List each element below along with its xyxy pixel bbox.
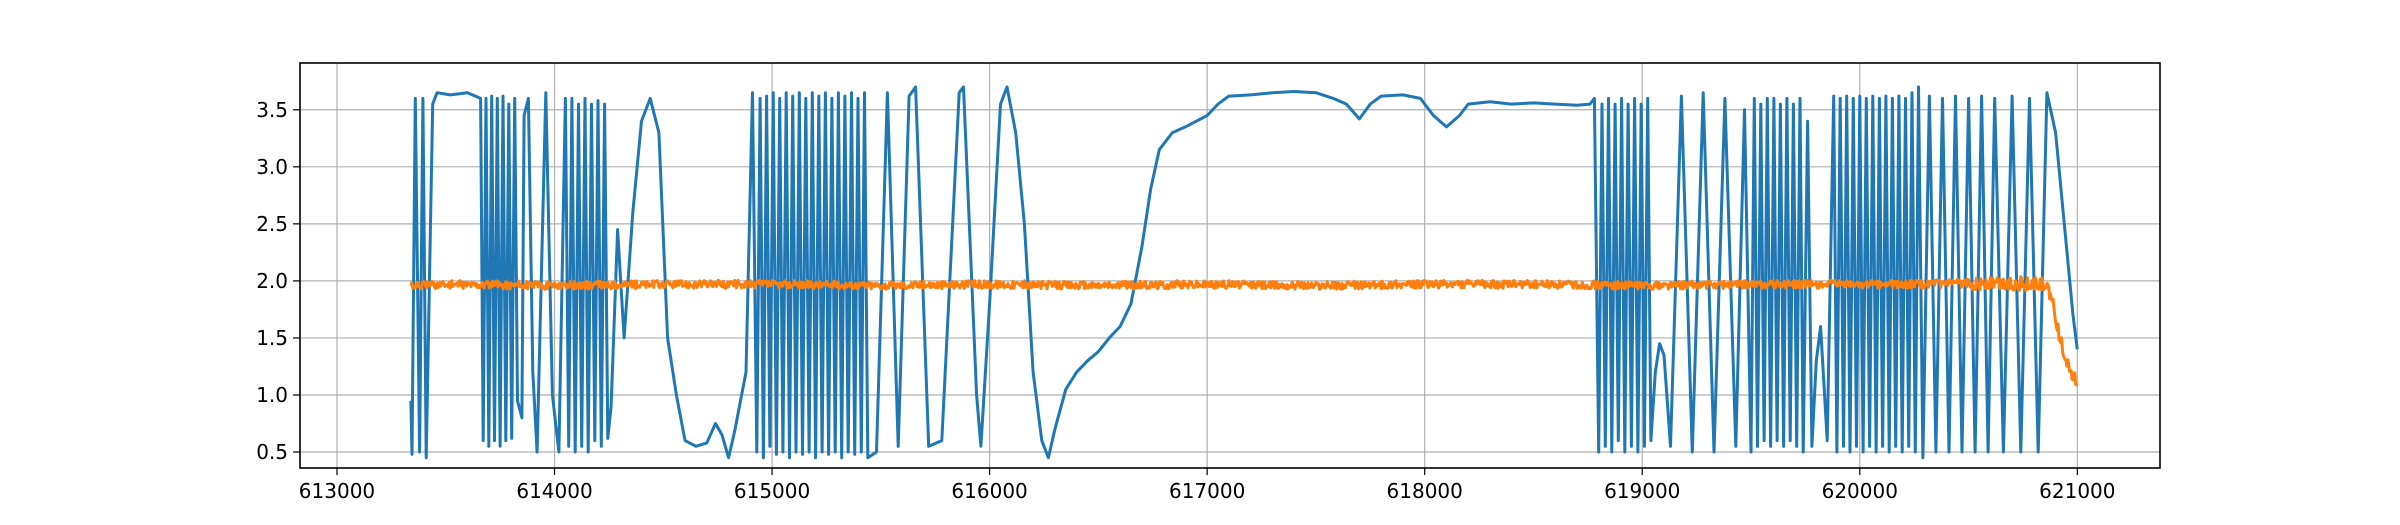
series-line-2 — [409, 275, 2079, 387]
y-tick-label: 2.5 — [256, 212, 288, 236]
y-tick-label: 1.5 — [256, 326, 288, 350]
x-tick-label: 619000 — [1604, 479, 1680, 503]
axes-frame — [299, 62, 2161, 469]
y-tick-label: 0.5 — [256, 440, 288, 464]
ticks: 613000 614000 615000 616000 617000 618000 6190… — [256, 98, 2115, 503]
series-line-1 — [409, 85, 2079, 460]
x-tick-label: 617000 — [1169, 479, 1245, 503]
y-tick-label: 1.0 — [256, 383, 288, 407]
x-tick-label: 621000 — [2039, 479, 2115, 503]
x-tick-label: 620000 — [1822, 479, 1898, 503]
y-tick-label: 3.5 — [256, 98, 288, 122]
x-tick-label: 616000 — [951, 479, 1027, 503]
x-tick-label: 613000 — [299, 479, 375, 503]
x-tick-label: 615000 — [734, 479, 810, 503]
x-tick-label: 614000 — [516, 479, 592, 503]
x-tick-label: 618000 — [1387, 479, 1463, 503]
y-tick-label: 2.0 — [256, 269, 288, 293]
y-tick-label: 3.0 — [256, 155, 288, 179]
series-layer — [409, 85, 2079, 460]
